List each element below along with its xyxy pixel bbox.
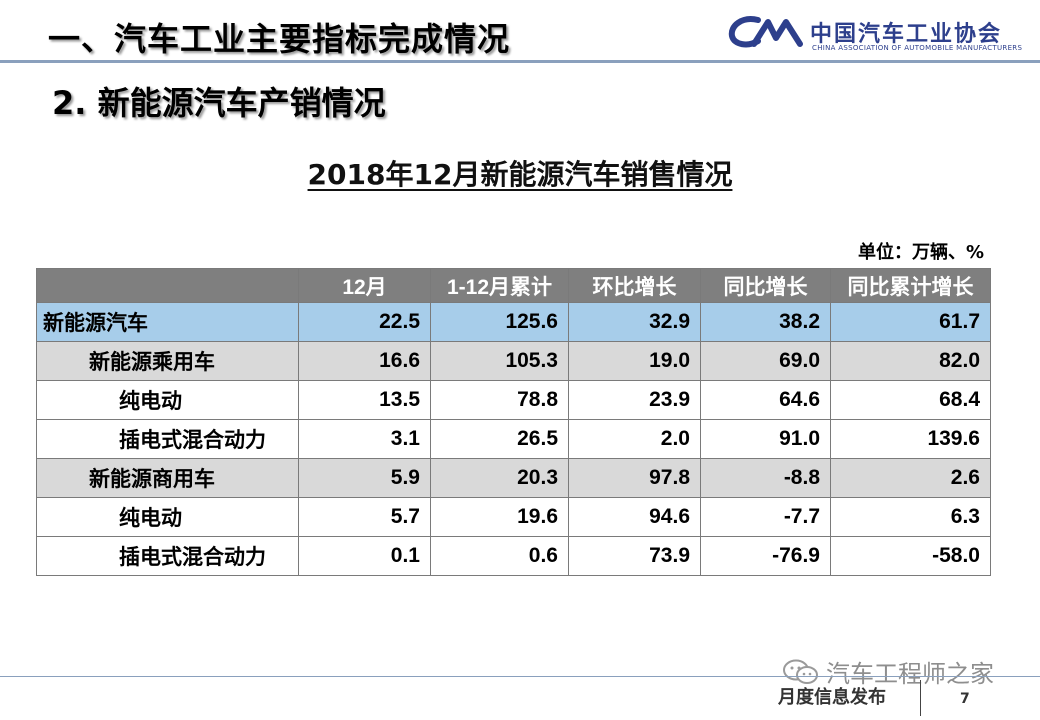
table-row: 新能源汽车 22.5 125.6 32.9 38.2 61.7: [36, 302, 991, 342]
header-divider: [0, 60, 1040, 63]
row-label: 新能源乘用车: [36, 341, 299, 381]
table-row: 纯电动 5.7 19.6 94.6 -7.7 6.3: [36, 497, 991, 537]
value-cell: 2.6: [830, 458, 991, 498]
value-cell: 0.1: [298, 536, 431, 576]
value-cell: 3.1: [298, 419, 431, 459]
header-cell: [36, 268, 299, 303]
table-header-row: 12月 1-12月累计 环比增长 同比增长 同比累计增长: [36, 268, 991, 303]
caam-logo: 中国汽车工业协会 CHINA ASSOCIATION OF AUTOMOBILE…: [728, 14, 1028, 58]
header-cell: 1-12月累计: [430, 268, 569, 303]
value-cell: 73.9: [568, 536, 701, 576]
value-cell: 22.5: [298, 302, 431, 342]
value-cell: 32.9: [568, 302, 701, 342]
page-number: 7: [960, 691, 970, 707]
caam-logo-icon: [728, 16, 803, 48]
value-cell: 91.0: [700, 419, 831, 459]
value-cell: 26.5: [430, 419, 569, 459]
row-label: 插电式混合动力: [36, 419, 299, 459]
table-row: 插电式混合动力 3.1 26.5 2.0 91.0 139.6: [36, 419, 991, 459]
table-row: 纯电动 13.5 78.8 23.9 64.6 68.4: [36, 380, 991, 420]
value-cell: 105.3: [430, 341, 569, 381]
value-cell: 5.9: [298, 458, 431, 498]
value-cell: -8.8: [700, 458, 831, 498]
value-cell: 2.0: [568, 419, 701, 459]
watermark-text: 汽车工程师之家: [826, 660, 994, 688]
value-cell: 19.6: [430, 497, 569, 537]
value-cell: 82.0: [830, 341, 991, 381]
value-cell: 20.3: [430, 458, 569, 498]
header-cell: 同比增长: [700, 268, 831, 303]
value-cell: 78.8: [430, 380, 569, 420]
footer-divider: [0, 676, 1040, 677]
logo-chinese-name: 中国汽车工业协会: [810, 22, 1003, 47]
value-cell: -7.7: [700, 497, 831, 537]
page-title: 一、汽车工业主要指标完成情况: [48, 20, 511, 58]
value-cell: 61.7: [830, 302, 991, 342]
value-cell: 94.6: [568, 497, 701, 537]
value-cell: 0.6: [430, 536, 569, 576]
row-label: 插电式混合动力: [36, 536, 299, 576]
wechat-watermark: 汽车工程师之家: [782, 654, 994, 689]
value-cell: 13.5: [298, 380, 431, 420]
table-row: 插电式混合动力 0.1 0.6 73.9 -76.9 -58.0: [36, 536, 991, 576]
value-cell: 139.6: [830, 419, 991, 459]
header-cell: 12月: [298, 268, 431, 303]
row-label: 新能源汽车: [36, 302, 299, 342]
footer-label: 月度信息发布: [778, 687, 886, 708]
table-title: 2018年12月新能源汽车销售情况: [307, 158, 733, 191]
value-cell: 5.7: [298, 497, 431, 537]
row-label: 纯电动: [36, 380, 299, 420]
value-cell: 38.2: [700, 302, 831, 342]
value-cell: -58.0: [830, 536, 991, 576]
value-cell: 69.0: [700, 341, 831, 381]
value-cell: 68.4: [830, 380, 991, 420]
value-cell: 6.3: [830, 497, 991, 537]
value-cell: 19.0: [568, 341, 701, 381]
value-cell: -76.9: [700, 536, 831, 576]
table-row: 新能源乘用车 16.6 105.3 19.0 69.0 82.0: [36, 341, 991, 381]
sales-table: 12月 1-12月累计 环比增长 同比增长 同比累计增长 新能源汽车 22.5 12…: [36, 268, 991, 576]
row-label: 纯电动: [36, 497, 299, 537]
footer-separator: [920, 680, 921, 716]
row-label: 新能源商用车: [36, 458, 299, 498]
value-cell: 16.6: [298, 341, 431, 381]
unit-note: 单位：万辆、%: [857, 242, 984, 263]
value-cell: 125.6: [430, 302, 569, 342]
table-row: 新能源商用车 5.9 20.3 97.8 -8.8 2.6: [36, 458, 991, 498]
value-cell: 97.8: [568, 458, 701, 498]
header-cell: 环比增长: [568, 268, 701, 303]
logo-english-name: CHINA ASSOCIATION OF AUTOMOBILE MANUFACT…: [812, 44, 1023, 52]
value-cell: 23.9: [568, 380, 701, 420]
section-title: 2. 新能源汽车产销情况: [52, 84, 386, 122]
value-cell: 64.6: [700, 380, 831, 420]
header-cell: 同比累计增长: [830, 268, 991, 303]
wechat-icon: [783, 659, 818, 684]
